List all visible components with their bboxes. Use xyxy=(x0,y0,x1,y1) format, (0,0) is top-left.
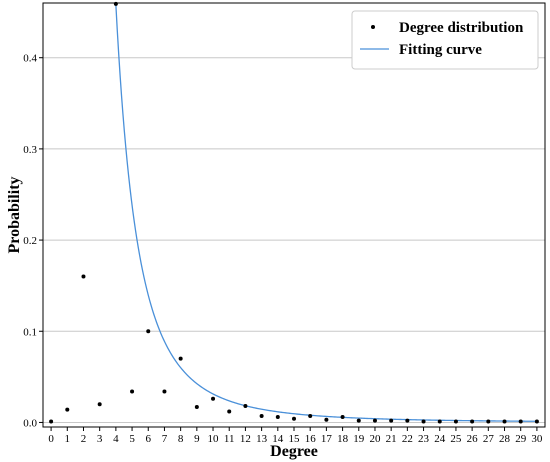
data-point xyxy=(356,418,361,423)
data-point xyxy=(130,389,135,394)
y-tick-label: 0.1 xyxy=(23,326,37,338)
data-point xyxy=(292,416,296,421)
x-tick-label: 28 xyxy=(499,433,511,445)
x-tick-label: 15 xyxy=(289,433,301,445)
y-axis-title: Probability xyxy=(6,176,23,253)
data-point xyxy=(405,418,410,423)
data-point xyxy=(162,389,167,394)
data-point xyxy=(194,404,199,409)
x-tick-label: 4 xyxy=(113,433,119,445)
data-point xyxy=(324,417,329,422)
x-tick-label: 16 xyxy=(305,433,317,445)
x-tick-label: 29 xyxy=(515,433,527,445)
data-point xyxy=(65,407,70,412)
data-point xyxy=(340,414,345,419)
data-point xyxy=(308,414,313,419)
data-point xyxy=(243,404,248,409)
x-tick-label: 0 xyxy=(48,433,54,445)
x-tick-label: 12 xyxy=(240,433,251,445)
legend-label-fitting-curve: Fitting curve xyxy=(399,42,482,58)
data-point xyxy=(178,356,183,361)
data-point xyxy=(389,418,394,423)
fitting-curve-layer xyxy=(115,4,537,422)
data-point xyxy=(470,419,475,424)
x-tick-label: 21 xyxy=(386,433,397,445)
legend: Degree distribution Fitting curve xyxy=(351,10,539,70)
x-tick-label: 24 xyxy=(434,433,446,445)
data-point xyxy=(534,419,539,424)
x-tick-label: 8 xyxy=(178,433,184,445)
legend-marker-degree-distribution xyxy=(371,25,375,29)
scatter-points-layer xyxy=(49,1,539,424)
data-point xyxy=(275,414,280,419)
x-tick-label: 2 xyxy=(81,433,87,445)
y-tick-label: 0.4 xyxy=(23,53,37,65)
x-tick-label: 10 xyxy=(208,433,220,445)
x-tick-label: 9 xyxy=(194,433,200,445)
data-point xyxy=(227,409,232,414)
legend-label-degree-distribution: Degree distribution xyxy=(399,20,524,36)
x-tick-label: 5 xyxy=(129,433,135,445)
data-point xyxy=(259,414,264,419)
x-tick-label: 25 xyxy=(450,433,462,445)
x-tick-label: 23 xyxy=(418,433,430,445)
x-tick-label: 1 xyxy=(65,433,71,445)
data-point xyxy=(453,419,458,424)
y-tick-label: 0.3 xyxy=(23,144,37,156)
y-tick-label: 0.2 xyxy=(23,235,37,247)
fitting-curve-line xyxy=(115,4,537,422)
x-tick-label: 7 xyxy=(162,433,168,445)
data-point xyxy=(49,419,54,424)
x-tick-label: 22 xyxy=(402,433,413,445)
x-tick-label: 30 xyxy=(531,433,543,445)
data-point xyxy=(518,419,523,424)
data-point xyxy=(486,419,491,424)
data-point xyxy=(81,274,86,279)
data-point xyxy=(97,402,102,407)
x-tick-label: 20 xyxy=(369,433,381,445)
x-tick-label: 3 xyxy=(97,433,103,445)
data-point xyxy=(502,419,507,424)
grid-lines xyxy=(43,57,545,423)
x-axis-ticks: 0 1 2 3 4 5 6 7 8 9 10 11 12 13 14 15 16 17 18 19 20 21 22 23 24… xyxy=(48,427,543,445)
data-point xyxy=(211,396,216,401)
x-tick-label: 26 xyxy=(467,433,479,445)
x-tick-label: 13 xyxy=(256,433,268,445)
x-tick-label: 27 xyxy=(483,433,495,445)
x-tick-label: 18 xyxy=(337,433,349,445)
x-tick-label: 17 xyxy=(321,433,333,445)
x-tick-label: 11 xyxy=(224,433,235,445)
data-point xyxy=(146,329,151,334)
y-axis-ticks: 0.0 0.1 0.2 0.3 0.4 xyxy=(23,53,43,429)
x-tick-label: 19 xyxy=(353,433,365,445)
data-point xyxy=(372,418,377,423)
y-tick-label: 0.0 xyxy=(23,417,37,429)
data-point xyxy=(421,419,426,424)
data-point xyxy=(437,419,442,424)
x-tick-label: 14 xyxy=(272,433,284,445)
x-axis-title: Degree xyxy=(270,443,318,460)
legend-box xyxy=(351,10,539,70)
x-tick-label: 6 xyxy=(146,433,152,445)
